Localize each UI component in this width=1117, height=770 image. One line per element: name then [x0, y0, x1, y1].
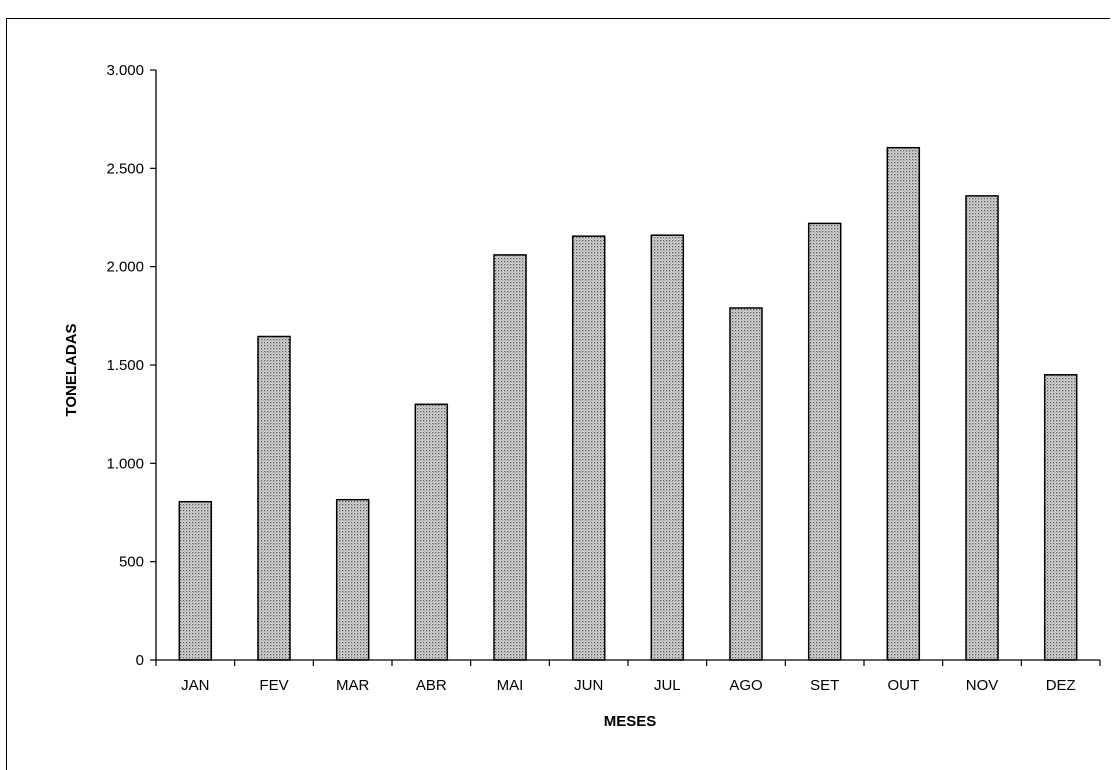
- y-tick-label: 1.000: [106, 455, 144, 472]
- x-tick-label-jul: JUL: [654, 677, 681, 694]
- x-tick-label-nov: NOV: [966, 677, 999, 694]
- x-axis-title: MESES: [604, 713, 657, 730]
- y-tick-label: 500: [119, 554, 144, 571]
- chart-frame: [6, 18, 1110, 770]
- x-tick-label-ago: AGO: [729, 677, 762, 694]
- bar-nov: [965, 195, 999, 661]
- x-tick-label-jun: JUN: [574, 677, 603, 694]
- bar-jun: [571, 235, 606, 661]
- x-tick-label-out: OUT: [887, 677, 919, 694]
- x-tick-label-mai: MAI: [497, 677, 524, 694]
- bar-jan: [178, 500, 213, 661]
- bar-out: [886, 146, 921, 661]
- bar-mai: [493, 254, 527, 661]
- x-tick-label-set: SET: [810, 677, 839, 694]
- x-tick-label-fev: FEV: [259, 677, 288, 694]
- y-ticks-group: 0 500 1.000 1.500 2.000 2.500 3.000: [106, 62, 156, 669]
- x-tick-label-abr: ABR: [416, 677, 447, 694]
- bar-fev: [257, 335, 291, 661]
- x-ticks-group: JAN FEV MAR ABR MAI JUN JUL AGO SET OUT NOV DEZ: [155, 660, 1101, 694]
- bars-group: [178, 146, 1078, 661]
- bar-dez: [1043, 374, 1078, 661]
- y-tick-label: 3.000: [106, 62, 144, 79]
- y-tick-label: 2.500: [106, 160, 144, 177]
- x-tick-label-jan: JAN: [181, 677, 209, 694]
- x-tick-label-dez: DEZ: [1046, 677, 1076, 694]
- y-tick-label: 1.500: [106, 357, 144, 374]
- bar-abr: [414, 403, 449, 661]
- y-axis-title: TONELADAS: [63, 323, 80, 416]
- x-tick-label-mar: MAR: [336, 677, 370, 694]
- bar-jul: [650, 234, 685, 661]
- y-tick-label: 0: [136, 652, 144, 669]
- y-tick-label: 2.000: [106, 259, 144, 276]
- bar-set: [807, 222, 842, 661]
- bar-mar: [335, 498, 370, 661]
- bar-ago: [729, 307, 763, 661]
